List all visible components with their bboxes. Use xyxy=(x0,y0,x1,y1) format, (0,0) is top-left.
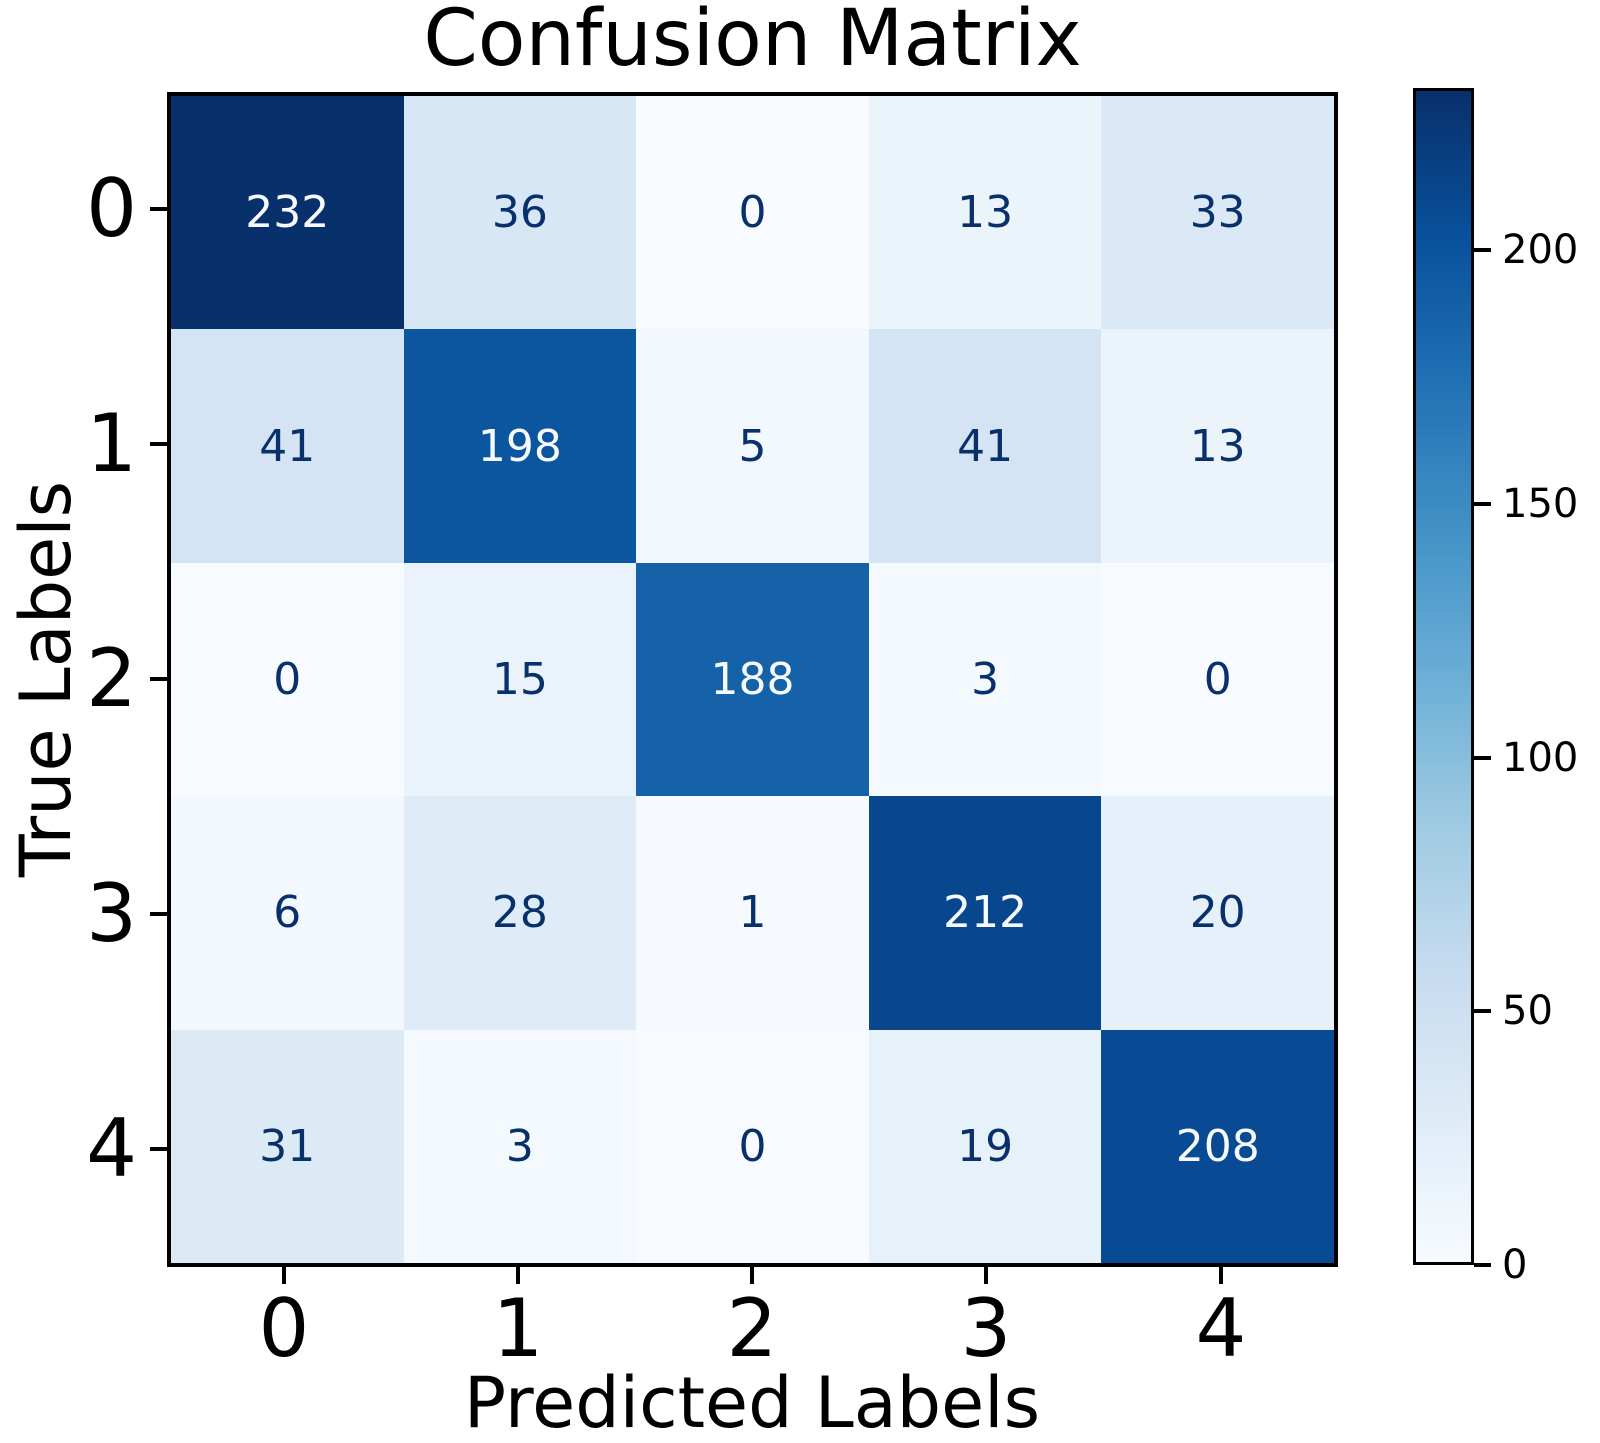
x-axis-label: Predicted Labels xyxy=(463,1362,1041,1443)
colorbar-tick-label-200: 200 xyxy=(1502,227,1579,273)
heatmap-cell-1-0: 41 xyxy=(171,329,404,563)
x-tick-label-4: 4 xyxy=(1195,1282,1247,1375)
x-tick-label-3: 3 xyxy=(960,1282,1012,1375)
colorbar-tick-mark-200 xyxy=(1474,248,1491,252)
heatmap-cell-3-3: 212 xyxy=(868,796,1102,1030)
heatmap-cell-0-4: 33 xyxy=(1101,96,1334,330)
heatmap-cell-2-4: 0 xyxy=(1101,562,1334,797)
y-tick-mark-1 xyxy=(150,442,167,446)
colorbar-tick-label-150: 150 xyxy=(1502,481,1579,527)
heatmap-cell-1-3: 41 xyxy=(868,329,1102,563)
heatmap-cell-1-2: 5 xyxy=(636,329,869,563)
colorbar-tick-mark-0 xyxy=(1474,1263,1491,1267)
heatmap-cell-4-2: 0 xyxy=(636,1029,869,1263)
y-axis-label: True Labels xyxy=(5,480,87,878)
y-tick-label-0: 0 xyxy=(86,162,137,255)
page-title: Confusion Matrix xyxy=(423,0,1082,84)
heatmap-cell-4-1: 3 xyxy=(403,1029,637,1263)
colorbar-tick-label-0: 0 xyxy=(1502,1242,1528,1288)
heatmap-cell-2-0: 0 xyxy=(171,562,404,797)
x-tick-mark-4 xyxy=(1219,1267,1223,1284)
y-tick-mark-4 xyxy=(150,1147,167,1151)
colorbar-gradient xyxy=(1413,88,1474,1265)
y-tick-label-1: 1 xyxy=(86,397,137,490)
heatmap-cell-0-3: 13 xyxy=(868,96,1102,330)
heatmap-cell-2-3: 3 xyxy=(868,562,1102,797)
x-tick-mark-0 xyxy=(282,1267,286,1284)
heatmap-cell-1-4: 13 xyxy=(1101,329,1334,563)
x-tick-label-1: 1 xyxy=(492,1282,544,1375)
y-tick-label-4: 4 xyxy=(86,1102,137,1195)
y-tick-mark-2 xyxy=(150,677,167,681)
heatmap-grid: 232 36 0 13 33 41 198 5 41 13 0 15 188 3… xyxy=(167,92,1338,1267)
heatmap-cell-1-1: 198 xyxy=(403,329,637,563)
y-tick-label-2: 2 xyxy=(86,632,137,725)
heatmap-cell-0-2: 0 xyxy=(636,96,869,330)
x-tick-mark-2 xyxy=(750,1267,754,1284)
heatmap-cell-4-3: 19 xyxy=(868,1029,1102,1263)
x-tick-label-0: 0 xyxy=(258,1282,310,1375)
heatmap-cell-4-0: 31 xyxy=(171,1029,404,1263)
colorbar-tick-label-100: 100 xyxy=(1502,735,1579,781)
x-tick-mark-1 xyxy=(516,1267,520,1284)
heatmap-cell-0-1: 36 xyxy=(403,96,637,330)
x-tick-label-2: 2 xyxy=(726,1282,778,1375)
colorbar-tick-label-50: 50 xyxy=(1502,988,1553,1034)
heatmap-cell-2-1: 15 xyxy=(403,562,637,797)
y-tick-mark-0 xyxy=(150,207,167,211)
y-tick-label-3: 3 xyxy=(86,867,137,960)
heatmap-cell-3-2: 1 xyxy=(636,796,869,1030)
y-tick-mark-3 xyxy=(150,912,167,916)
heatmap-cell-3-0: 6 xyxy=(171,796,404,1030)
colorbar-tick-mark-50 xyxy=(1474,1009,1491,1013)
heatmap-cell-4-4: 208 xyxy=(1101,1029,1334,1263)
heatmap-cell-0-0: 232 xyxy=(171,96,404,330)
colorbar-tick-mark-150 xyxy=(1474,502,1491,506)
heatmap-cell-3-1: 28 xyxy=(403,796,637,1030)
heatmap-cell-3-4: 20 xyxy=(1101,796,1334,1030)
heatmap-cell-2-2: 188 xyxy=(636,562,869,797)
x-tick-mark-3 xyxy=(984,1267,988,1284)
colorbar-tick-mark-100 xyxy=(1474,756,1491,760)
